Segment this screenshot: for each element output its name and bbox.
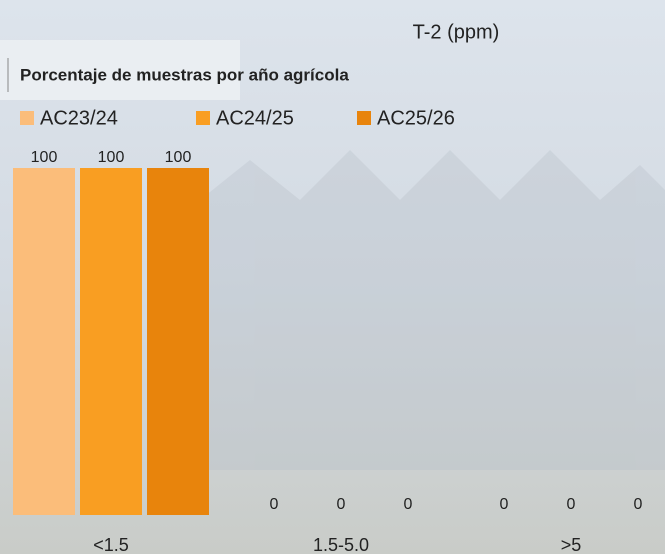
background-silos bbox=[200, 150, 665, 470]
legend-label: AC23/24 bbox=[40, 107, 118, 129]
bar bbox=[13, 168, 75, 515]
chart-subtitle: Porcentaje de muestras por año agrícola bbox=[20, 65, 349, 84]
value-label: 100 bbox=[98, 149, 125, 166]
value-label: 100 bbox=[165, 149, 192, 166]
legend-swatch bbox=[357, 111, 371, 125]
legend-swatch bbox=[196, 111, 210, 125]
value-label: 0 bbox=[404, 496, 413, 513]
header-panel bbox=[0, 40, 240, 100]
legend-swatch bbox=[20, 111, 34, 125]
bar bbox=[147, 168, 209, 515]
value-label: 0 bbox=[500, 496, 509, 513]
legend-label: AC25/26 bbox=[377, 107, 455, 129]
value-label: 0 bbox=[270, 496, 279, 513]
x-tick-label: <1.5 bbox=[93, 535, 129, 554]
x-tick-label: >5 bbox=[561, 535, 582, 554]
chart-title: T-2 (ppm) bbox=[413, 21, 500, 43]
x-tick-label: 1.5-5.0 bbox=[313, 535, 369, 554]
bar bbox=[80, 168, 142, 515]
legend-label: AC24/25 bbox=[216, 107, 294, 129]
value-label: 0 bbox=[567, 496, 576, 513]
value-label: 100 bbox=[31, 149, 58, 166]
value-label: 0 bbox=[337, 496, 346, 513]
value-label: 0 bbox=[634, 496, 643, 513]
